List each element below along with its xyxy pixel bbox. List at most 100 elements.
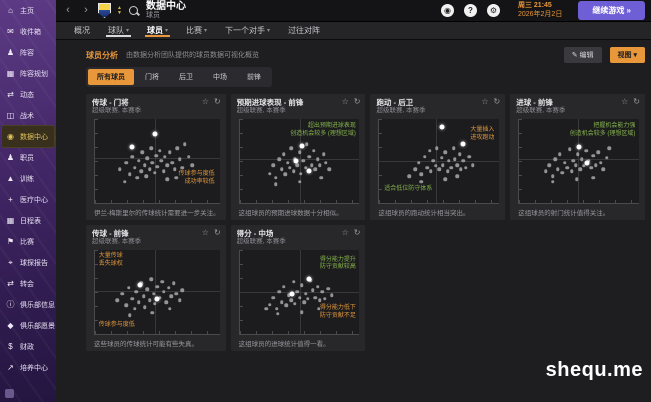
view-dropdown-button[interactable]: 视图 ▾ xyxy=(609,47,645,63)
title-block: 数据中心 球员 xyxy=(146,1,186,21)
help-icon[interactable]: ? xyxy=(463,4,477,17)
sidebar-item-staff[interactable]: ♟ 职员 xyxy=(0,147,56,168)
data-point xyxy=(279,300,284,304)
sidebar-footer-icon[interactable] xyxy=(5,389,14,398)
refresh-icon[interactable]: ↻ xyxy=(353,97,361,106)
favorite-star-icon[interactable]: ☆ xyxy=(201,228,209,237)
favorite-star-icon[interactable]: ☆ xyxy=(341,97,349,106)
chevron-down-icon: ▾ xyxy=(126,28,130,34)
panel-header: 进球 - 前锋 超级联赛, 本赛季 ☆ ↻ xyxy=(510,94,645,117)
data-point xyxy=(279,167,284,172)
scouting-icon: ⌖ xyxy=(8,257,13,267)
data-point xyxy=(169,294,173,298)
analysis-description: 由数据分析团队提供的球员数据可视化概览 xyxy=(126,52,259,59)
data-point xyxy=(168,150,172,155)
panel-subtitle: 超级联赛, 本赛季 xyxy=(236,238,286,245)
data-point xyxy=(310,288,315,292)
sidebar-item-medical[interactable]: + 医疗中心 xyxy=(0,189,56,210)
settings-icon[interactable]: ⚙ xyxy=(486,4,500,17)
favorite-star-icon[interactable]: ☆ xyxy=(201,97,209,106)
data-point xyxy=(463,165,468,170)
refresh-icon[interactable]: ↻ xyxy=(213,228,221,237)
section-tabbar: 概况 球队 ▾ 球员 ▾ 比赛 ▾ 下一个对手 ▾ 过往对阵 xyxy=(56,22,651,40)
data-point xyxy=(161,169,166,173)
club-badge[interactable] xyxy=(98,3,111,18)
data-point xyxy=(145,156,150,161)
data-point xyxy=(271,296,275,300)
sidebar-item-squad[interactable]: ♟ 阵容 xyxy=(0,42,56,63)
topbar-icons: ◉? ⚙ xyxy=(431,4,500,17)
data-point xyxy=(407,174,412,178)
data-point xyxy=(282,285,286,289)
continue-button[interactable]: 继续游戏 » xyxy=(578,1,645,20)
sidebar-item-dynamics[interactable]: ⇄ 动态 xyxy=(0,84,56,105)
highlighted-data-point xyxy=(152,131,158,137)
favorite-star-icon[interactable]: ☆ xyxy=(481,97,489,106)
matches-icon: ⚑ xyxy=(6,237,15,246)
scatter-chart: 把握机会能力强 创造机会较多 (理想区域) xyxy=(518,118,639,204)
favorite-star-icon[interactable]: ☆ xyxy=(341,228,349,237)
tab-过往对阵[interactable]: 过往对阵 xyxy=(280,22,328,39)
data-point xyxy=(140,150,145,155)
highlighted-data-point xyxy=(306,276,312,282)
sidebar-item-calendar[interactable]: ▦ 日程表 xyxy=(0,210,56,231)
highlighted-data-point xyxy=(137,282,143,288)
scatter-panel: 进球 - 前锋 超级联赛, 本赛季 ☆ ↻ 把握机会能力强 创造机会较多 (理想区… xyxy=(510,94,645,220)
refresh-icon[interactable]: ↻ xyxy=(493,97,501,106)
quadrant-annotation: 大量传球 丢失球权 xyxy=(98,253,123,267)
tab-下一个对手[interactable]: 下一个对手 ▾ xyxy=(217,22,278,39)
sidebar-item-home[interactable]: ⌂ 主页 xyxy=(0,0,56,21)
data-point xyxy=(115,298,120,303)
chevron-down-icon: ▾ xyxy=(165,28,169,34)
favorite-star-icon[interactable]: ☆ xyxy=(621,97,629,106)
data-point xyxy=(161,290,166,294)
sidebar-item-inbox[interactable]: ✉ 收件箱 xyxy=(0,21,56,42)
edit-button[interactable]: ✎ 编辑 xyxy=(563,47,602,63)
scatter-panel: 预期进球表现 - 前锋 超级联赛, 本赛季 ☆ ↻ 超出预期进球表现 创造机会较多… xyxy=(230,94,366,220)
sidebar-item-finances[interactable]: $ 财政 xyxy=(0,336,56,357)
data-point xyxy=(165,177,170,182)
sidebar-item-scouting[interactable]: ⌖ 球探报告 xyxy=(0,252,56,273)
scatter-panel: 跑动 - 后卫 超级联赛, 本赛季 ☆ ↻ 大量插入 进攻跑动 适合低位防守体系 这… xyxy=(370,94,506,220)
sidebar-item-club-info[interactable]: ⓘ 俱乐部信息 xyxy=(0,294,56,315)
pill-中场[interactable]: 中场 xyxy=(213,74,227,81)
sidebar-item-transfers[interactable]: ⇄ 转会 xyxy=(0,273,56,294)
data-point xyxy=(304,142,309,146)
refresh-icon[interactable]: ↻ xyxy=(353,228,361,237)
sidebar-item-matches[interactable]: ⚑ 比赛 xyxy=(0,231,56,252)
sidebar-item-training[interactable]: ▲ 训练 xyxy=(0,168,56,189)
data-point xyxy=(141,294,146,298)
data-point xyxy=(576,152,580,156)
sidebar-item-squad-planner[interactable]: ▦ 阵容规划 xyxy=(0,63,56,84)
sidebar-item-data-hub[interactable]: ◉ 数据中心 xyxy=(2,126,54,147)
sidebar-item-label: 训练 xyxy=(20,175,34,183)
data-point xyxy=(277,290,281,294)
data-point xyxy=(183,142,187,146)
search-icon[interactable] xyxy=(128,5,140,17)
data-point xyxy=(174,291,178,296)
tab-球员[interactable]: 球员 ▾ xyxy=(139,22,176,39)
pill-前锋[interactable]: 前锋 xyxy=(247,74,261,81)
refresh-icon[interactable]: ↻ xyxy=(213,97,221,106)
data-point xyxy=(594,163,598,167)
data-point xyxy=(158,149,162,153)
pill-所有球员[interactable]: 所有球员 xyxy=(88,69,134,85)
tab-比赛[interactable]: 比赛 ▾ xyxy=(178,22,215,39)
data-point xyxy=(168,306,172,311)
home-icon: ⌂ xyxy=(8,6,13,15)
data-point xyxy=(295,163,299,167)
sidebar-item-label: 动态 xyxy=(20,91,34,99)
sidebar-item-tactics[interactable]: ◫ 战术 xyxy=(0,105,56,126)
back-button[interactable]: ‹ xyxy=(66,4,70,16)
sidebar-item-development[interactable]: ↗ 培养中心 xyxy=(0,357,56,378)
pill-门将[interactable]: 门将 xyxy=(145,74,159,81)
world-icon[interactable]: ◉ xyxy=(440,4,454,17)
pill-后卫[interactable]: 后卫 xyxy=(179,74,193,81)
sidebar-item-club-vision[interactable]: ◆ 俱乐部愿景 xyxy=(0,315,56,336)
highlighted-data-point xyxy=(154,296,160,302)
tab-概况[interactable]: 概况 xyxy=(66,22,98,39)
refresh-icon[interactable]: ↻ xyxy=(633,97,640,106)
tab-球队[interactable]: 球队 ▾ xyxy=(100,22,137,39)
badge-cycle-arrows[interactable]: ▲ ▼ xyxy=(117,4,122,16)
forward-button[interactable]: › xyxy=(84,4,88,16)
